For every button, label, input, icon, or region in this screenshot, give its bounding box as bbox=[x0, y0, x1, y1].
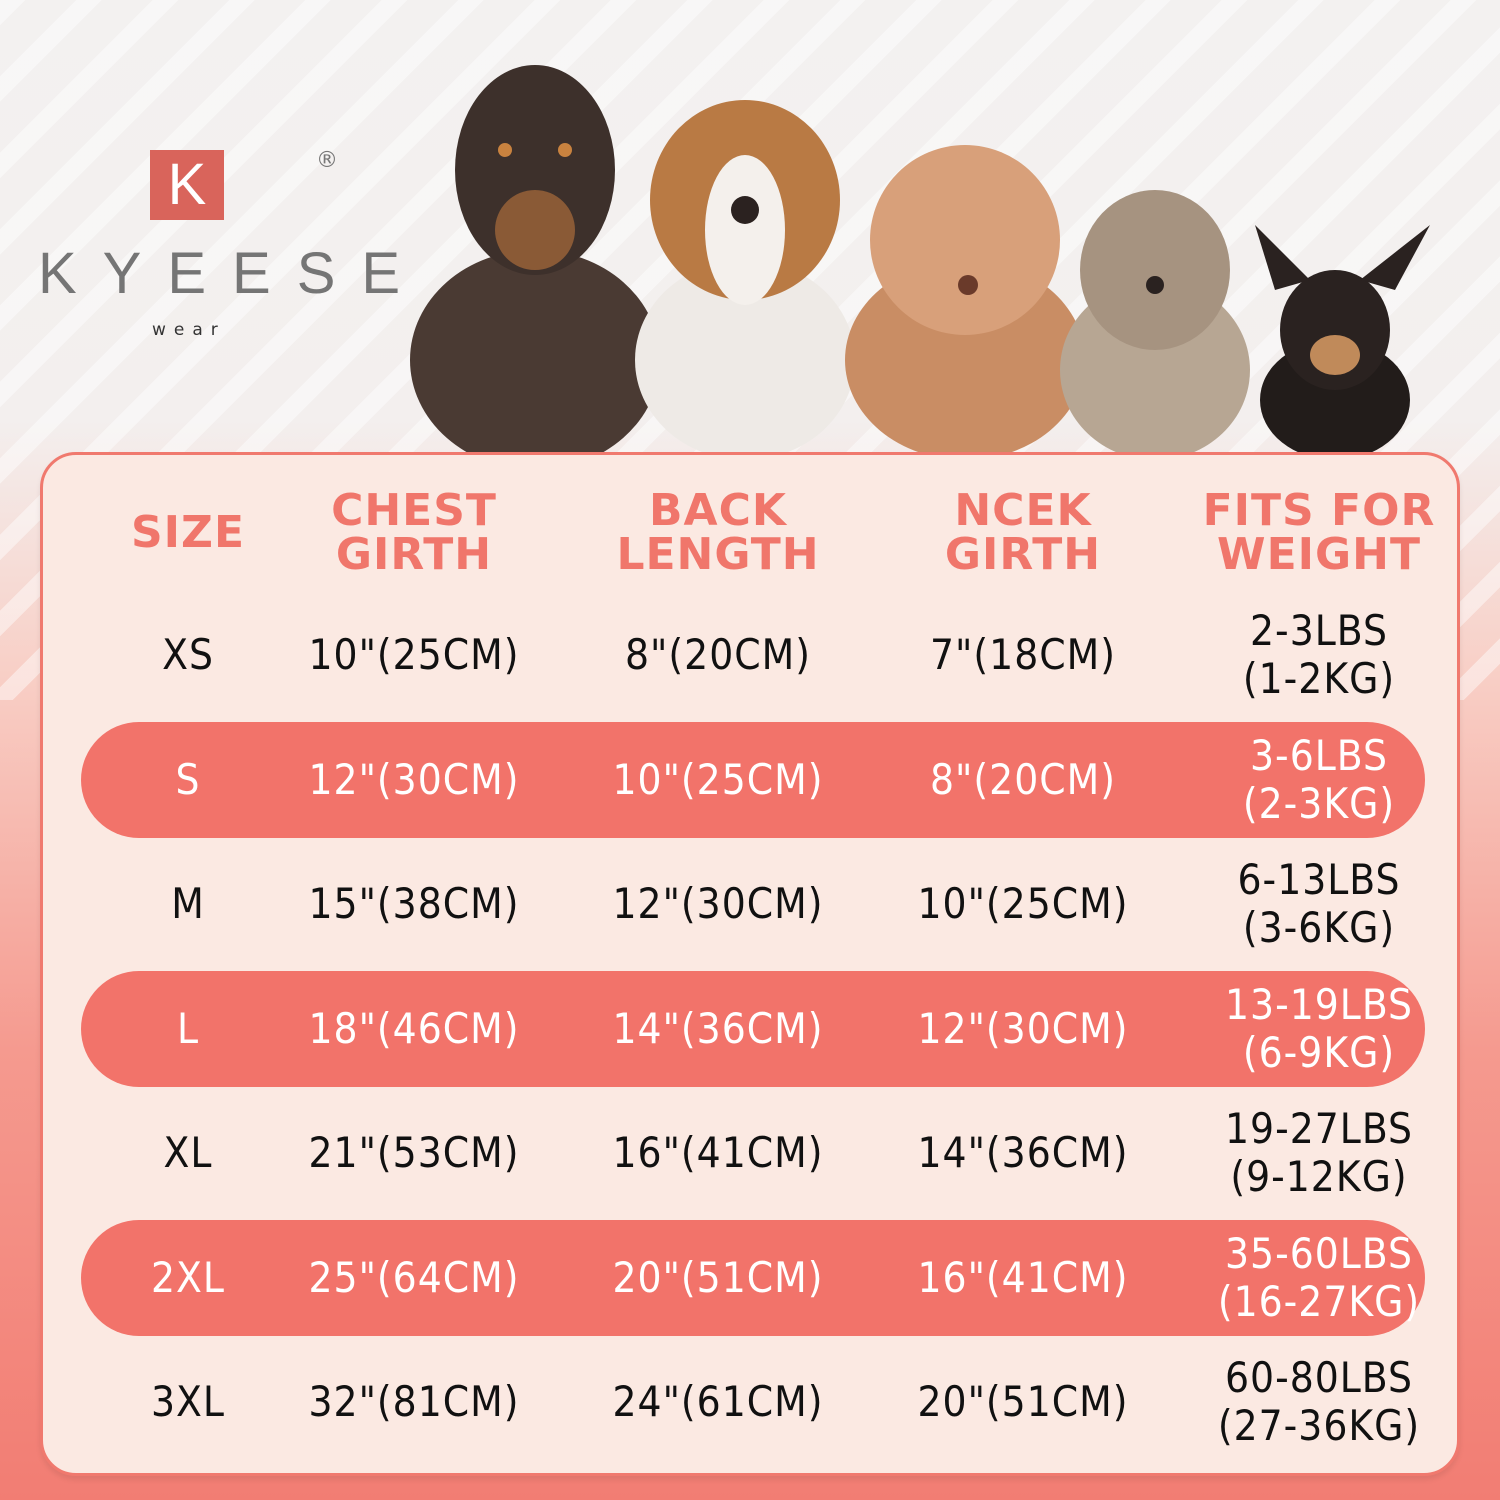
cell-back: 20"(51CM) bbox=[612, 1252, 824, 1302]
table-row: XS 10"(25CM) 8"(20CM) 7"(18CM) 2-3LBS (1-2KG) bbox=[81, 597, 1425, 713]
cell-back: 24"(61CM) bbox=[612, 1377, 824, 1426]
table-row: 3XL 32"(81CM) 24"(61CM) 20"(51CM) 60-80LBS (2… bbox=[81, 1344, 1425, 1460]
weight-line: 35-60LBS bbox=[1224, 1228, 1413, 1278]
logo-mark: K bbox=[150, 150, 224, 220]
table-row: L 18"(46CM) 14"(36CM) 12"(30CM) 13-19LBS (6-9… bbox=[81, 970, 1425, 1087]
brand-logo: K ® KYEESE wear bbox=[38, 148, 400, 348]
poodle-image bbox=[845, 145, 1085, 455]
header-weight: FITS FOR WEIGHT bbox=[1202, 485, 1436, 580]
cell-neck: 16"(41CM) bbox=[917, 1252, 1129, 1302]
cell-chest: 21"(53CM) bbox=[308, 1128, 520, 1177]
cell-back: 8"(20CM) bbox=[625, 630, 811, 679]
header-size: SIZE bbox=[130, 507, 246, 558]
cell-chest: 25"(64CM) bbox=[308, 1252, 520, 1302]
table-header: SIZE CHEST GIRTH BACK LENGTH NCEK GIRTH FIT… bbox=[81, 483, 1434, 583]
cell-size: S bbox=[175, 754, 201, 804]
table-row: XL 21"(53CM) 16"(41CM) 14"(36CM) 19-27LBS (9-… bbox=[81, 1095, 1425, 1211]
cell-chest: 10"(25CM) bbox=[308, 630, 520, 679]
weight-line: 13-19LBS bbox=[1225, 979, 1413, 1029]
table-row: M 15"(38CM) 12"(30CM) 10"(25CM) 6-13LBS (3-6K… bbox=[81, 846, 1425, 962]
cell-weight: 6-13LBS (3-6KG) bbox=[1238, 856, 1401, 952]
cell-neck: 14"(36CM) bbox=[917, 1128, 1129, 1177]
header-chest-girth: CHEST GIRTH bbox=[331, 485, 497, 580]
weight-line: (16-27KG) bbox=[1217, 1276, 1421, 1326]
brand-sub: wear bbox=[152, 320, 226, 340]
weight-line: 6-13LBS bbox=[1237, 855, 1401, 904]
dogs-photo bbox=[410, 65, 1430, 455]
cell-size: XS bbox=[162, 630, 214, 679]
beagle-image bbox=[635, 100, 855, 455]
weight-line: (27-36KG) bbox=[1217, 1401, 1421, 1450]
terrier-image bbox=[1060, 190, 1250, 455]
weight-line: (2-3KG) bbox=[1242, 778, 1396, 828]
header-neck-girth: NCEK GIRTH bbox=[944, 485, 1102, 580]
table-row: S 12"(30CM) 10"(25CM) 8"(20CM) 3-6LBS (2-3KG) bbox=[81, 721, 1425, 838]
chihuahua-image bbox=[1255, 225, 1430, 455]
cell-neck: 7"(18CM) bbox=[930, 630, 1116, 679]
header-back-length: BACK LENGTH bbox=[616, 485, 820, 580]
cell-back: 14"(36CM) bbox=[612, 1003, 824, 1053]
weight-line: 19-27LBS bbox=[1225, 1104, 1413, 1153]
cell-neck: 8"(20CM) bbox=[930, 754, 1116, 804]
weight-line: (9-12KG) bbox=[1230, 1152, 1408, 1201]
cell-weight: 19-27LBS (9-12KG) bbox=[1225, 1105, 1413, 1201]
cell-size: 2XL bbox=[151, 1252, 225, 1302]
cell-back: 10"(25CM) bbox=[612, 754, 824, 804]
cell-size: XL bbox=[163, 1128, 213, 1177]
brand-name: KYEESE bbox=[38, 241, 427, 306]
cell-size: 3XL bbox=[151, 1377, 225, 1426]
table-row: 2XL 25"(64CM) 20"(51CM) 16"(41CM) 35-60LBS (1… bbox=[81, 1219, 1425, 1336]
cell-neck: 10"(25CM) bbox=[917, 879, 1129, 928]
cell-weight: 13-19LBS (6-9KG) bbox=[1225, 979, 1413, 1077]
cell-back: 12"(30CM) bbox=[612, 879, 824, 928]
cell-neck: 20"(51CM) bbox=[917, 1377, 1129, 1426]
size-chart-table: SIZE CHEST GIRTH BACK LENGTH NCEK GIRTH FIT… bbox=[40, 452, 1460, 1476]
cell-size: L bbox=[176, 1003, 200, 1053]
weight-line: 60-80LBS bbox=[1224, 1353, 1413, 1402]
cell-chest: 18"(46CM) bbox=[308, 1003, 520, 1053]
cell-weight: 60-80LBS (27-36KG) bbox=[1218, 1354, 1420, 1450]
doberman-image bbox=[410, 65, 660, 455]
cell-chest: 12"(30CM) bbox=[308, 754, 520, 804]
weight-line: (1-2KG) bbox=[1242, 654, 1396, 703]
cell-chest: 15"(38CM) bbox=[308, 879, 520, 928]
weight-line: (6-9KG) bbox=[1242, 1027, 1396, 1077]
cell-chest: 32"(81CM) bbox=[308, 1377, 520, 1426]
cell-weight: 2-3LBS (1-2KG) bbox=[1243, 607, 1395, 703]
weight-line: (3-6KG) bbox=[1242, 903, 1396, 952]
weight-line: 3-6LBS bbox=[1250, 730, 1388, 780]
weight-line: 2-3LBS bbox=[1250, 606, 1388, 655]
cell-weight: 3-6LBS (2-3KG) bbox=[1242, 730, 1396, 828]
registered-mark: ® bbox=[316, 148, 338, 173]
cell-back: 16"(41CM) bbox=[612, 1128, 824, 1177]
cell-weight: 35-60LBS (16-27KG) bbox=[1217, 1228, 1421, 1326]
cell-neck: 12"(30CM) bbox=[917, 1003, 1129, 1053]
cell-size: M bbox=[171, 879, 205, 928]
